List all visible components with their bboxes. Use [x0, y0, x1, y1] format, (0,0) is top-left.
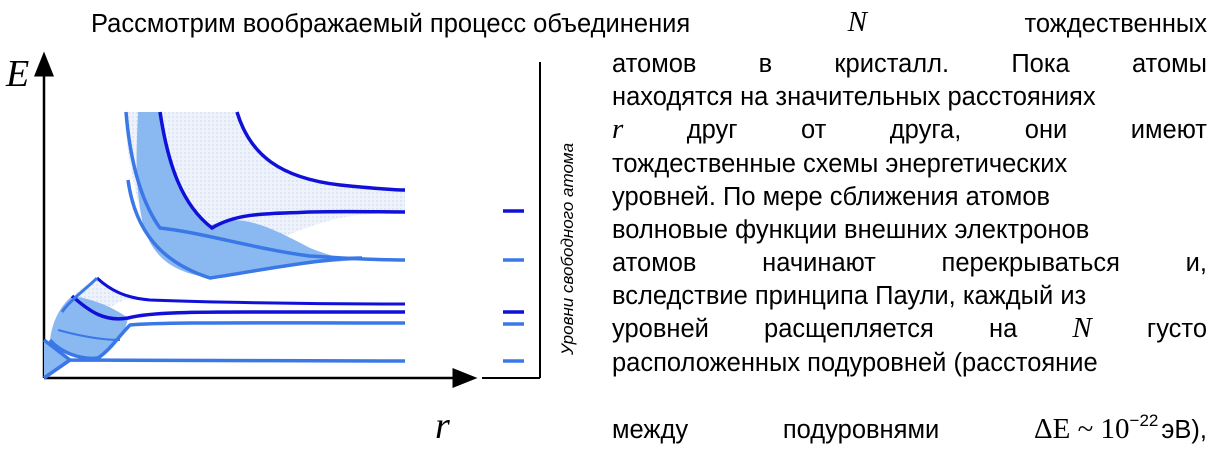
- text-line-7: волновые функции внешних электронов: [612, 216, 1090, 244]
- upper-band-region-2: [140, 112, 212, 228]
- formula-exponent: −22: [1129, 411, 1159, 430]
- word: начинают: [762, 249, 876, 277]
- text-line-8: атомов начинают перекрываться и,: [612, 248, 1207, 278]
- x-axis-label: r: [435, 405, 450, 447]
- text-line-2: атомов в кристалл. Пока атомы: [612, 49, 1207, 79]
- lower-band-curve-1: [70, 294, 405, 321]
- lower-band-curve-2: [95, 276, 406, 306]
- word: в: [758, 50, 773, 78]
- word: и,: [1185, 249, 1207, 277]
- text-line-5: тождественные схемы энергетических: [612, 150, 1068, 178]
- text-line-11: расположенных подуровней (расстояние: [612, 349, 1098, 377]
- word: уровней: [612, 315, 709, 343]
- formula: ΔE ~ 10−22 эВ),: [1033, 411, 1207, 445]
- text-line-4: r друг от друга, они имеют: [612, 115, 1207, 145]
- formula-delta-e: ΔE ~ 10: [1033, 413, 1130, 445]
- word: кристалл.: [834, 50, 950, 78]
- word: атомов: [612, 50, 697, 78]
- word: имеют: [1130, 116, 1207, 144]
- upper-band-curve-top: [235, 111, 406, 192]
- lower-band-curve-5: [57, 329, 121, 341]
- word: подуровнями: [782, 416, 940, 444]
- energy-band-diagram: E r Уровни свободного атома: [5, 51, 577, 447]
- text-line-9: вследствие принципа Паули, каждый из: [612, 282, 1087, 310]
- word: между: [612, 416, 689, 444]
- y-axis-label: E: [5, 53, 29, 95]
- text-line-1-end: тождественных: [1024, 10, 1207, 38]
- text-line-10: уровней расщепляется на N густо: [612, 314, 1207, 344]
- word: на: [988, 315, 1018, 343]
- var-r: r: [612, 113, 624, 145]
- word: густо: [1146, 315, 1207, 343]
- upper-band-curve-bottom: [126, 179, 363, 280]
- word: атомы: [1131, 50, 1207, 78]
- free-atom-levels-label: Уровни свободного атома: [558, 143, 577, 356]
- word: от: [801, 116, 827, 144]
- text-line-3: находятся на значительных расстояниях: [612, 83, 1096, 111]
- word: расщепляется: [764, 315, 934, 343]
- bottom-band-region: [44, 340, 70, 378]
- word: друга,: [889, 116, 962, 144]
- bottom-band-curve: [42, 338, 406, 380]
- text-line-1-start: Рассмотрим воображаемый процесс объедине…: [91, 10, 691, 38]
- text-line-6: уровней. По мере сближения атомов: [612, 183, 1051, 211]
- word: друг: [686, 116, 738, 144]
- formula-unit: эВ),: [1161, 416, 1207, 444]
- lower-band-curve-3: [60, 276, 99, 313]
- upper-band-region: [136, 112, 360, 278]
- word: они: [1024, 116, 1068, 144]
- word: Пока: [1011, 50, 1070, 78]
- text-line-1: Рассмотрим воображаемый процесс объедине…: [91, 6, 1207, 39]
- word: атомов: [612, 249, 697, 277]
- lower-band-region: [50, 296, 128, 358]
- text-line-12: между подуровнями ΔE ~ 10−22 эВ),: [612, 411, 1207, 445]
- lower-band-curve-4: [48, 321, 406, 361]
- word: перекрываться: [941, 249, 1120, 277]
- var-N: N: [847, 6, 867, 38]
- var-N: N: [1072, 312, 1092, 344]
- upper-band-curve-mid: [158, 111, 406, 231]
